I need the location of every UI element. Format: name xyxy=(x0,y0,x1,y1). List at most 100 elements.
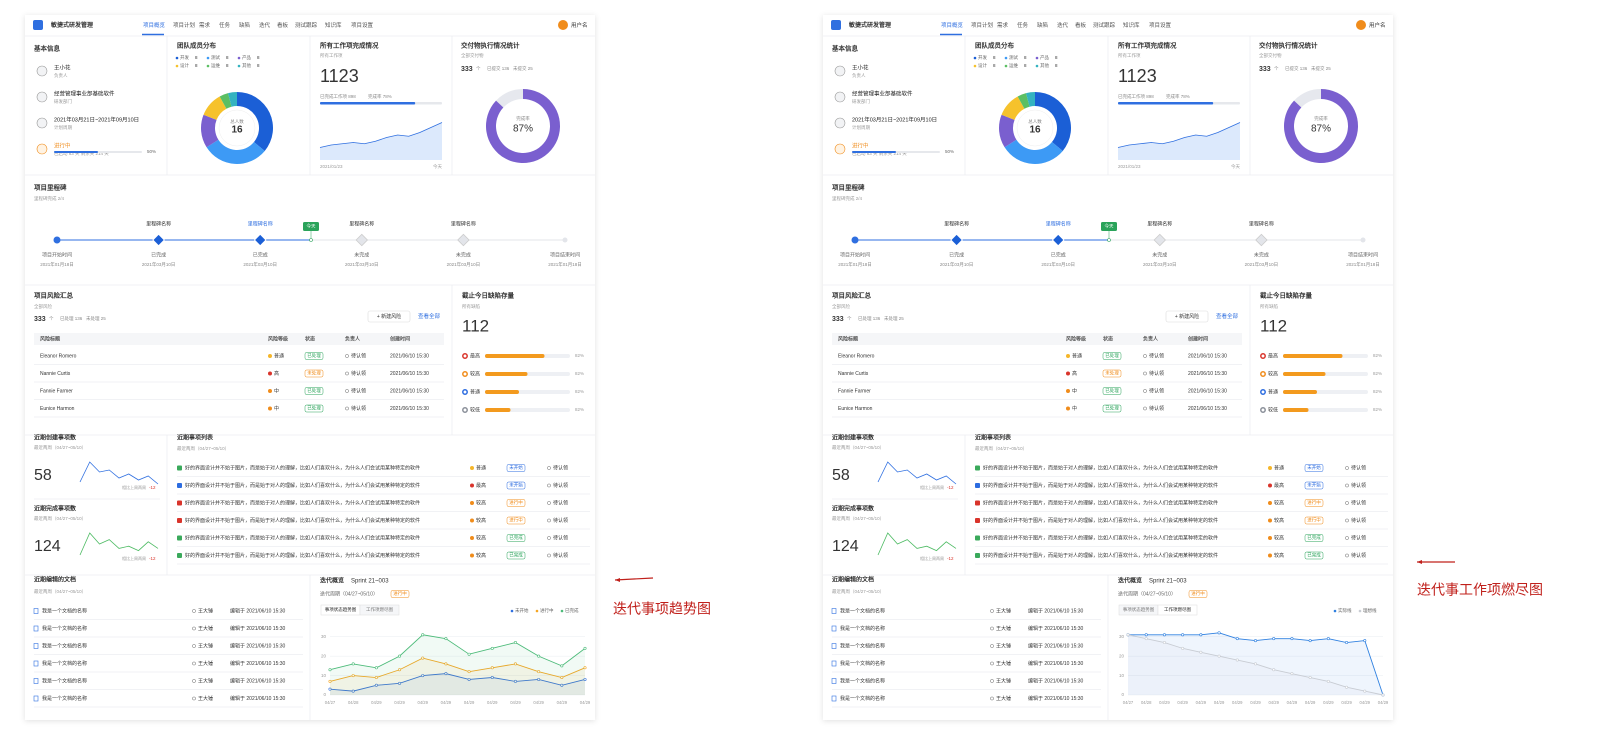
new-risk-button[interactable] xyxy=(367,310,411,323)
card-subtitle: 最近两周（04/27~05/10） xyxy=(34,515,86,522)
edited: 编辑于 2021/06/10 15:30 xyxy=(230,642,286,649)
owner: 待认领 xyxy=(553,482,568,489)
user-name: 用户名 xyxy=(571,21,588,29)
nav-item[interactable]: 需求 xyxy=(199,21,211,29)
milestone-label: 已完成 xyxy=(1051,251,1066,258)
level-dot xyxy=(1066,354,1070,358)
series-line xyxy=(329,673,586,692)
status-text: 已处理 xyxy=(1105,405,1119,412)
nav-item[interactable]: 需求 xyxy=(997,21,1009,29)
milestone-label: 未完成 xyxy=(354,251,369,258)
sprint-select[interactable]: Sprint 21~003 xyxy=(351,579,389,585)
item-icon xyxy=(177,535,182,541)
status-text: 进行中 xyxy=(1307,517,1321,524)
submitted: 已提交 136 xyxy=(1285,65,1308,72)
nav-item[interactable]: 项目计划 xyxy=(173,21,195,29)
nav-item[interactable]: 项目设置 xyxy=(351,21,374,29)
priority: 较高 xyxy=(476,552,486,559)
point xyxy=(328,679,332,683)
x-tick-label: 04/29 xyxy=(580,700,591,705)
legend-dot xyxy=(1004,64,1008,68)
status-badge xyxy=(390,590,410,598)
status-text: 已处理 xyxy=(307,352,321,359)
priority-dot xyxy=(470,536,474,540)
nav-item[interactable]: 迭代 xyxy=(1057,21,1069,29)
priority: 较高 xyxy=(476,534,486,541)
nav-item[interactable]: 项目设置 xyxy=(1149,21,1172,29)
info-icon xyxy=(36,91,48,103)
info-icon xyxy=(36,117,48,129)
nav-item[interactable]: 迭代 xyxy=(259,21,271,29)
doc-icon xyxy=(831,678,837,684)
milestone-name: 里程碑名称 xyxy=(146,220,171,227)
new-risk-button[interactable] xyxy=(1165,310,1209,323)
nav-item[interactable]: 测试跟踪 xyxy=(1093,21,1116,29)
priority: 较高 xyxy=(476,499,486,506)
milestone-node xyxy=(851,236,859,244)
card-title: 项目风险汇总 xyxy=(832,291,872,300)
sprint-select[interactable]: Sprint 21~003 xyxy=(1149,579,1187,585)
tab[interactable] xyxy=(359,604,400,616)
nav-item[interactable]: 看板 xyxy=(1075,21,1087,29)
app-name: 敏捷式研发管理 xyxy=(50,21,93,29)
owner-icon xyxy=(547,536,551,540)
donut-segment xyxy=(228,92,237,107)
nav-item[interactable]: 知识库 xyxy=(1123,21,1140,29)
legend-dot xyxy=(175,56,179,60)
point xyxy=(1345,685,1349,689)
milestone-date: 2021年03月10日 xyxy=(1245,261,1279,268)
milestone-label: 已完成 xyxy=(949,251,964,258)
point xyxy=(1363,639,1367,643)
milestone-node xyxy=(562,237,568,243)
nav-item[interactable]: 任务 xyxy=(1017,21,1029,29)
owner-icon xyxy=(547,483,551,488)
avatar xyxy=(1356,20,1366,30)
nav-item[interactable]: 缺陷 xyxy=(239,21,250,29)
nav-item[interactable]: 项目概览 xyxy=(143,21,166,29)
doc-icon xyxy=(831,660,837,667)
count: 333 xyxy=(461,66,473,73)
legend-dot xyxy=(1358,609,1362,613)
point xyxy=(490,666,494,670)
priority-dot xyxy=(470,553,474,558)
nav-item[interactable]: 看板 xyxy=(277,21,289,29)
point xyxy=(398,668,402,672)
milestone-node xyxy=(152,233,165,247)
tab[interactable] xyxy=(1157,604,1198,616)
point xyxy=(1381,693,1385,697)
nav-item[interactable]: 缺陷 xyxy=(1037,21,1048,29)
x-tick-label: 04/29 xyxy=(1177,700,1188,705)
status-badge xyxy=(1304,516,1324,525)
point xyxy=(1199,650,1203,654)
priority: 较高 xyxy=(476,517,486,524)
owner-icon xyxy=(547,518,551,523)
doc-name: 我是一个文档的名称 xyxy=(42,695,87,702)
x-tick-label: 04/29 xyxy=(1323,700,1334,705)
y-tick-label: 20 xyxy=(1119,653,1125,658)
owner: 待认领 xyxy=(553,552,568,559)
link[interactable]: 查看全部 xyxy=(418,312,441,320)
point xyxy=(398,681,402,685)
unhandled: 未处理 25 xyxy=(86,315,106,322)
doc-icon xyxy=(33,678,39,684)
status-badge xyxy=(1188,590,1208,598)
level-dot xyxy=(1260,389,1266,395)
point xyxy=(467,670,471,674)
item-text: 好的界面设计并不始于图片，而是始于对人的理解，比如人们喜欢什么，为什么人们会试用… xyxy=(185,534,420,541)
link[interactable]: 查看全部 xyxy=(1216,312,1239,320)
nav-item[interactable]: 任务 xyxy=(219,21,231,29)
legend-name: 理想线 xyxy=(1363,607,1377,613)
priority-dot xyxy=(470,518,474,523)
point xyxy=(537,677,541,681)
legend-name: 设计 xyxy=(978,62,987,69)
nav-item[interactable]: 测试跟踪 xyxy=(295,21,318,29)
point xyxy=(421,656,425,660)
risk-level: 中 xyxy=(274,387,279,394)
item-icon xyxy=(975,483,980,488)
milestone-name: 里程碑名称 xyxy=(349,220,374,227)
nav-item[interactable]: 项目计划 xyxy=(971,21,993,29)
owner-icon xyxy=(547,553,551,558)
legend-dot xyxy=(973,64,977,68)
nav-item[interactable]: 知识库 xyxy=(325,21,342,29)
nav-item[interactable]: 项目概览 xyxy=(941,21,964,29)
